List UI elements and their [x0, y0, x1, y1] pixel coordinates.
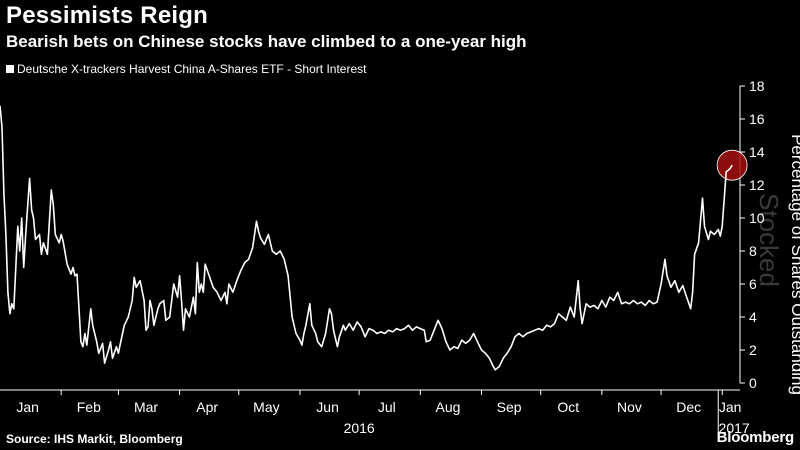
bloomberg-logo: Bloomberg — [716, 429, 795, 446]
x-tick-label: Jun — [316, 399, 339, 415]
year-label: 2017 — [719, 420, 750, 436]
x-tick-label: Nov — [617, 399, 642, 415]
chart-subtitle: Bearish bets on Chinese stocks have clim… — [6, 32, 527, 51]
watermark: Stocked — [754, 193, 784, 287]
y-tick-label: 6 — [749, 276, 757, 292]
x-tick-label: Aug — [435, 399, 460, 415]
y-tick-label: 0 — [749, 375, 757, 391]
legend-label: Deutsche X-trackers Harvest China A-Shar… — [17, 62, 367, 76]
year-label: 2016 — [344, 420, 375, 436]
x-tick-label: Jan — [719, 399, 742, 415]
x-tick-label: May — [253, 399, 279, 415]
y-axis-title: Percentage of Shares Outstanding — [788, 134, 800, 395]
series-line — [0, 105, 733, 371]
y-tick-label: 12 — [749, 177, 765, 193]
x-tick-label: Dec — [676, 399, 701, 415]
chart-title: Pessimists Reign — [6, 2, 208, 29]
legend: Deutsche X-trackers Harvest China A-Shar… — [6, 62, 366, 76]
highlight-marker — [716, 149, 748, 181]
x-tick-label: Mar — [134, 399, 158, 415]
y-tick-label: 8 — [749, 243, 757, 259]
y-tick-label: 2 — [749, 342, 757, 358]
y-tick-label: 4 — [749, 309, 757, 325]
legend-swatch — [6, 65, 14, 73]
y-tick-label: 18 — [749, 78, 765, 94]
y-tick-label: 10 — [749, 210, 765, 226]
x-tick-label: Jul — [378, 399, 396, 415]
x-tick-label: Jan — [16, 399, 39, 415]
y-tick-label: 16 — [749, 111, 765, 127]
source-note: Source: IHS Markit, Bloomberg — [6, 432, 183, 446]
y-tick-label: 14 — [749, 144, 765, 160]
x-tick-label: Oct — [557, 399, 579, 415]
x-tick-label: Feb — [77, 399, 101, 415]
x-tick-label: Apr — [196, 399, 218, 415]
x-tick-label: Sep — [497, 399, 522, 415]
